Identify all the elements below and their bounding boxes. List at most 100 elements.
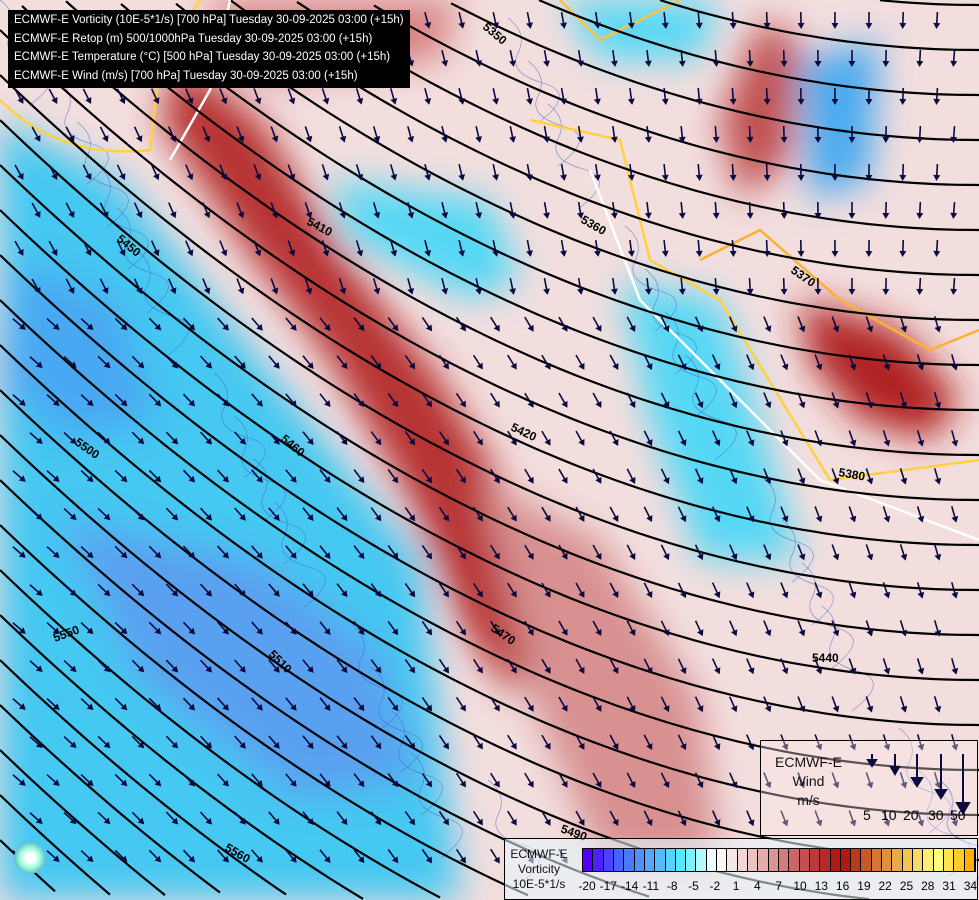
- wind-arrow: [848, 201, 856, 219]
- wind-arrow: [661, 87, 669, 105]
- wind-arrow: [848, 430, 857, 447]
- wind-arrow: [916, 810, 925, 827]
- wind-arrow: [677, 658, 687, 675]
- wind-arrow: [916, 49, 924, 67]
- wind-arrow: [592, 696, 602, 712]
- wind-arrow: [865, 87, 873, 105]
- wind-arrow: [150, 164, 160, 181]
- wind-arrow: [831, 316, 840, 333]
- wind-arrow: [660, 392, 670, 409]
- wind-arrow: [746, 277, 754, 295]
- wind-arrow: [336, 659, 348, 674]
- wind-arrow: [712, 277, 720, 295]
- wind-arrow: [558, 468, 568, 484]
- wind-arrow: [29, 432, 43, 444]
- wind-arrow: [694, 544, 704, 561]
- wind-arrow: [524, 620, 534, 636]
- wind-arrow: [114, 697, 128, 711]
- wind-arrow: [304, 278, 313, 295]
- wind-arrow: [63, 432, 77, 445]
- wind-arrow: [660, 316, 670, 333]
- wind-arrow: [372, 202, 381, 219]
- wind-arrow: [610, 49, 618, 67]
- wind-arrow: [302, 659, 314, 673]
- wind-arrow: [507, 430, 517, 446]
- wind-arrow: [746, 582, 755, 599]
- provider-logo: [14, 842, 46, 874]
- wind-arrow: [763, 696, 772, 713]
- wind-arrow: [182, 697, 196, 711]
- wind-arrow: [541, 810, 551, 826]
- contour-line: [0, 119, 979, 592]
- wind-arrow: [370, 659, 382, 674]
- wind-arrow: [99, 202, 109, 219]
- wind-arrow: [458, 164, 466, 181]
- wind-arrow: [746, 49, 754, 67]
- colorbar-tick-label: 34: [963, 879, 978, 893]
- vorticity-legend-title-line: ECMWF-E: [510, 847, 568, 861]
- colorbar-tick-label: 10: [793, 879, 807, 893]
- wind-arrow: [304, 202, 313, 219]
- wind-arrow: [287, 240, 296, 257]
- wind-arrow: [797, 87, 805, 105]
- wind-arrow: [29, 812, 43, 824]
- colorbar-swatch: [933, 849, 944, 871]
- wind-arrow: [797, 163, 805, 181]
- wind-arrow: [407, 278, 415, 295]
- wind-arrow: [694, 468, 704, 485]
- wind-arrow: [592, 772, 602, 788]
- wind-arrow: [626, 696, 636, 712]
- wind-arrow: [150, 240, 160, 257]
- wind-arrow: [370, 507, 382, 522]
- wind-arrow: [780, 506, 789, 523]
- wind-arrow: [475, 50, 483, 67]
- wind-arrow: [558, 544, 568, 560]
- wind-arrow: [763, 392, 772, 409]
- wind-arrow: [82, 88, 92, 105]
- wind-arrow: [916, 582, 925, 599]
- wind-arrow: [592, 468, 602, 484]
- wind-arrow: [199, 355, 213, 369]
- river-line: [410, 752, 463, 859]
- wind-arrow: [387, 393, 399, 408]
- wind-arrow: [746, 125, 754, 143]
- wind-arrow: [251, 393, 263, 407]
- wind-arrow: [131, 811, 145, 825]
- wind-arrow: [711, 430, 721, 447]
- wind-arrow: [251, 849, 263, 863]
- wind-arrow: [199, 583, 213, 597]
- wind-arrow: [507, 354, 517, 370]
- wind-arrow: [916, 506, 925, 523]
- wind-arrow: [780, 354, 789, 371]
- wind-arrow: [404, 659, 416, 674]
- wind-arrow: [831, 772, 840, 789]
- wind-arrow: [627, 239, 635, 257]
- wind-arrow: [372, 126, 381, 143]
- wind-arrow: [763, 468, 772, 485]
- colorbar-swatch: [686, 849, 697, 871]
- wind-arrow: [746, 658, 755, 675]
- wind-arrow: [882, 354, 891, 371]
- wind-arrow: [185, 164, 194, 181]
- wind-arrow: [814, 201, 822, 219]
- wind-arrow: [575, 430, 585, 446]
- wind-arrow: [114, 773, 128, 787]
- wind-arrow: [560, 87, 567, 105]
- wind-arrow: [728, 468, 738, 485]
- wind-arrow: [441, 278, 449, 295]
- wind-arrow: [475, 202, 483, 219]
- wind-arrow: [370, 431, 382, 446]
- wind-arrow: [950, 658, 959, 675]
- colorbar-swatch: [644, 849, 656, 871]
- wind-arrow: [831, 392, 840, 409]
- wind-arrow: [899, 544, 908, 561]
- contour-line: [0, 254, 979, 727]
- wind-arrow: [472, 582, 483, 598]
- wind-arrow: [182, 773, 196, 787]
- colorbar-swatch: [964, 849, 975, 871]
- wind-arrow: [814, 658, 823, 675]
- wind-arrow: [763, 544, 772, 561]
- wind-arrow: [80, 849, 94, 863]
- contour-line: [120, 3, 979, 367]
